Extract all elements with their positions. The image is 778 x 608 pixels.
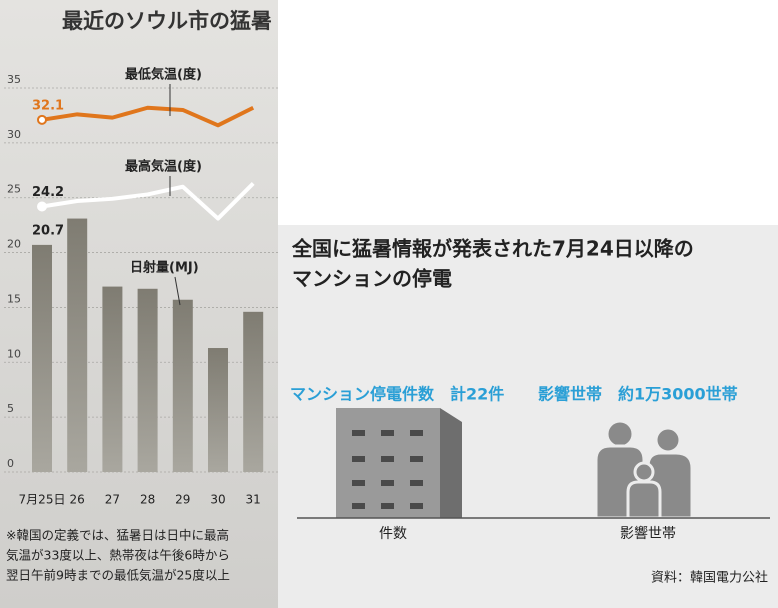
item-headline: マンション停電件数 計22件 <box>290 385 504 404</box>
x-tick-label: 27 <box>105 493 120 507</box>
x-tick-label: 29 <box>175 493 190 507</box>
bar <box>208 348 228 472</box>
family-icon <box>594 419 694 520</box>
line <box>41 182 255 221</box>
bar <box>137 288 158 472</box>
x-tick-label: 31 <box>246 493 261 507</box>
x-tick-label: 30 <box>210 493 225 507</box>
data-label: 20.7 <box>32 223 64 238</box>
y-tick-label: 20 <box>7 238 21 251</box>
x-tick-label: 28 <box>140 493 155 507</box>
bar <box>243 311 264 472</box>
data-label: 24.2 <box>32 185 64 200</box>
item-caption: 件数 <box>379 526 407 542</box>
bar <box>102 286 123 472</box>
leader-line <box>174 276 181 306</box>
note: ※韓国の定義では、猛暑日は日中に最高 <box>6 528 229 543</box>
data-label: 32.1 <box>32 98 64 113</box>
note: 気温が33度以上、熱帯夜は午後6時から <box>6 548 230 563</box>
info-title: 全国に猛暑情報が発表された7月24日以降の <box>291 237 694 261</box>
item-headline: 影響世帯 約1万3000世帯 <box>538 385 738 404</box>
source: 資料：韓国電力公社 <box>651 570 768 586</box>
line-marker <box>37 201 47 212</box>
note: 翌日午前9時までの最低気温が25度以上 <box>6 568 230 583</box>
bar <box>172 299 193 472</box>
y-tick-label: 35 <box>7 73 21 86</box>
x-tick-label: 26 <box>70 493 85 507</box>
item-caption: 影響世帯 <box>620 525 676 542</box>
chart-title: 最近のソウル市の猛暑 <box>62 9 272 33</box>
chart: 0 5 10 15 20 25 30 35 7月25日 26 27 28 29 30 31 20.7 日射量(M… <box>4 67 278 583</box>
series-label: 日射量(MJ) <box>130 260 199 276</box>
y-tick-label: 10 <box>7 347 21 360</box>
x-tick-label: 7月25日 <box>19 493 66 507</box>
y-tick-label: 30 <box>7 128 21 141</box>
bar <box>67 218 88 472</box>
bar <box>32 244 52 472</box>
y-tick-label: 25 <box>7 183 21 196</box>
y-tick-label: 15 <box>7 292 21 305</box>
info-title: マンションの停電 <box>292 267 452 291</box>
line-marker <box>37 114 47 125</box>
y-tick-label: 5 <box>7 402 14 415</box>
building-icon <box>336 408 462 518</box>
y-tick-label: 0 <box>7 457 14 470</box>
line <box>41 105 255 128</box>
series-label: 最高気温(度) <box>125 159 202 175</box>
series-label: 最低気温(度) <box>125 67 202 83</box>
